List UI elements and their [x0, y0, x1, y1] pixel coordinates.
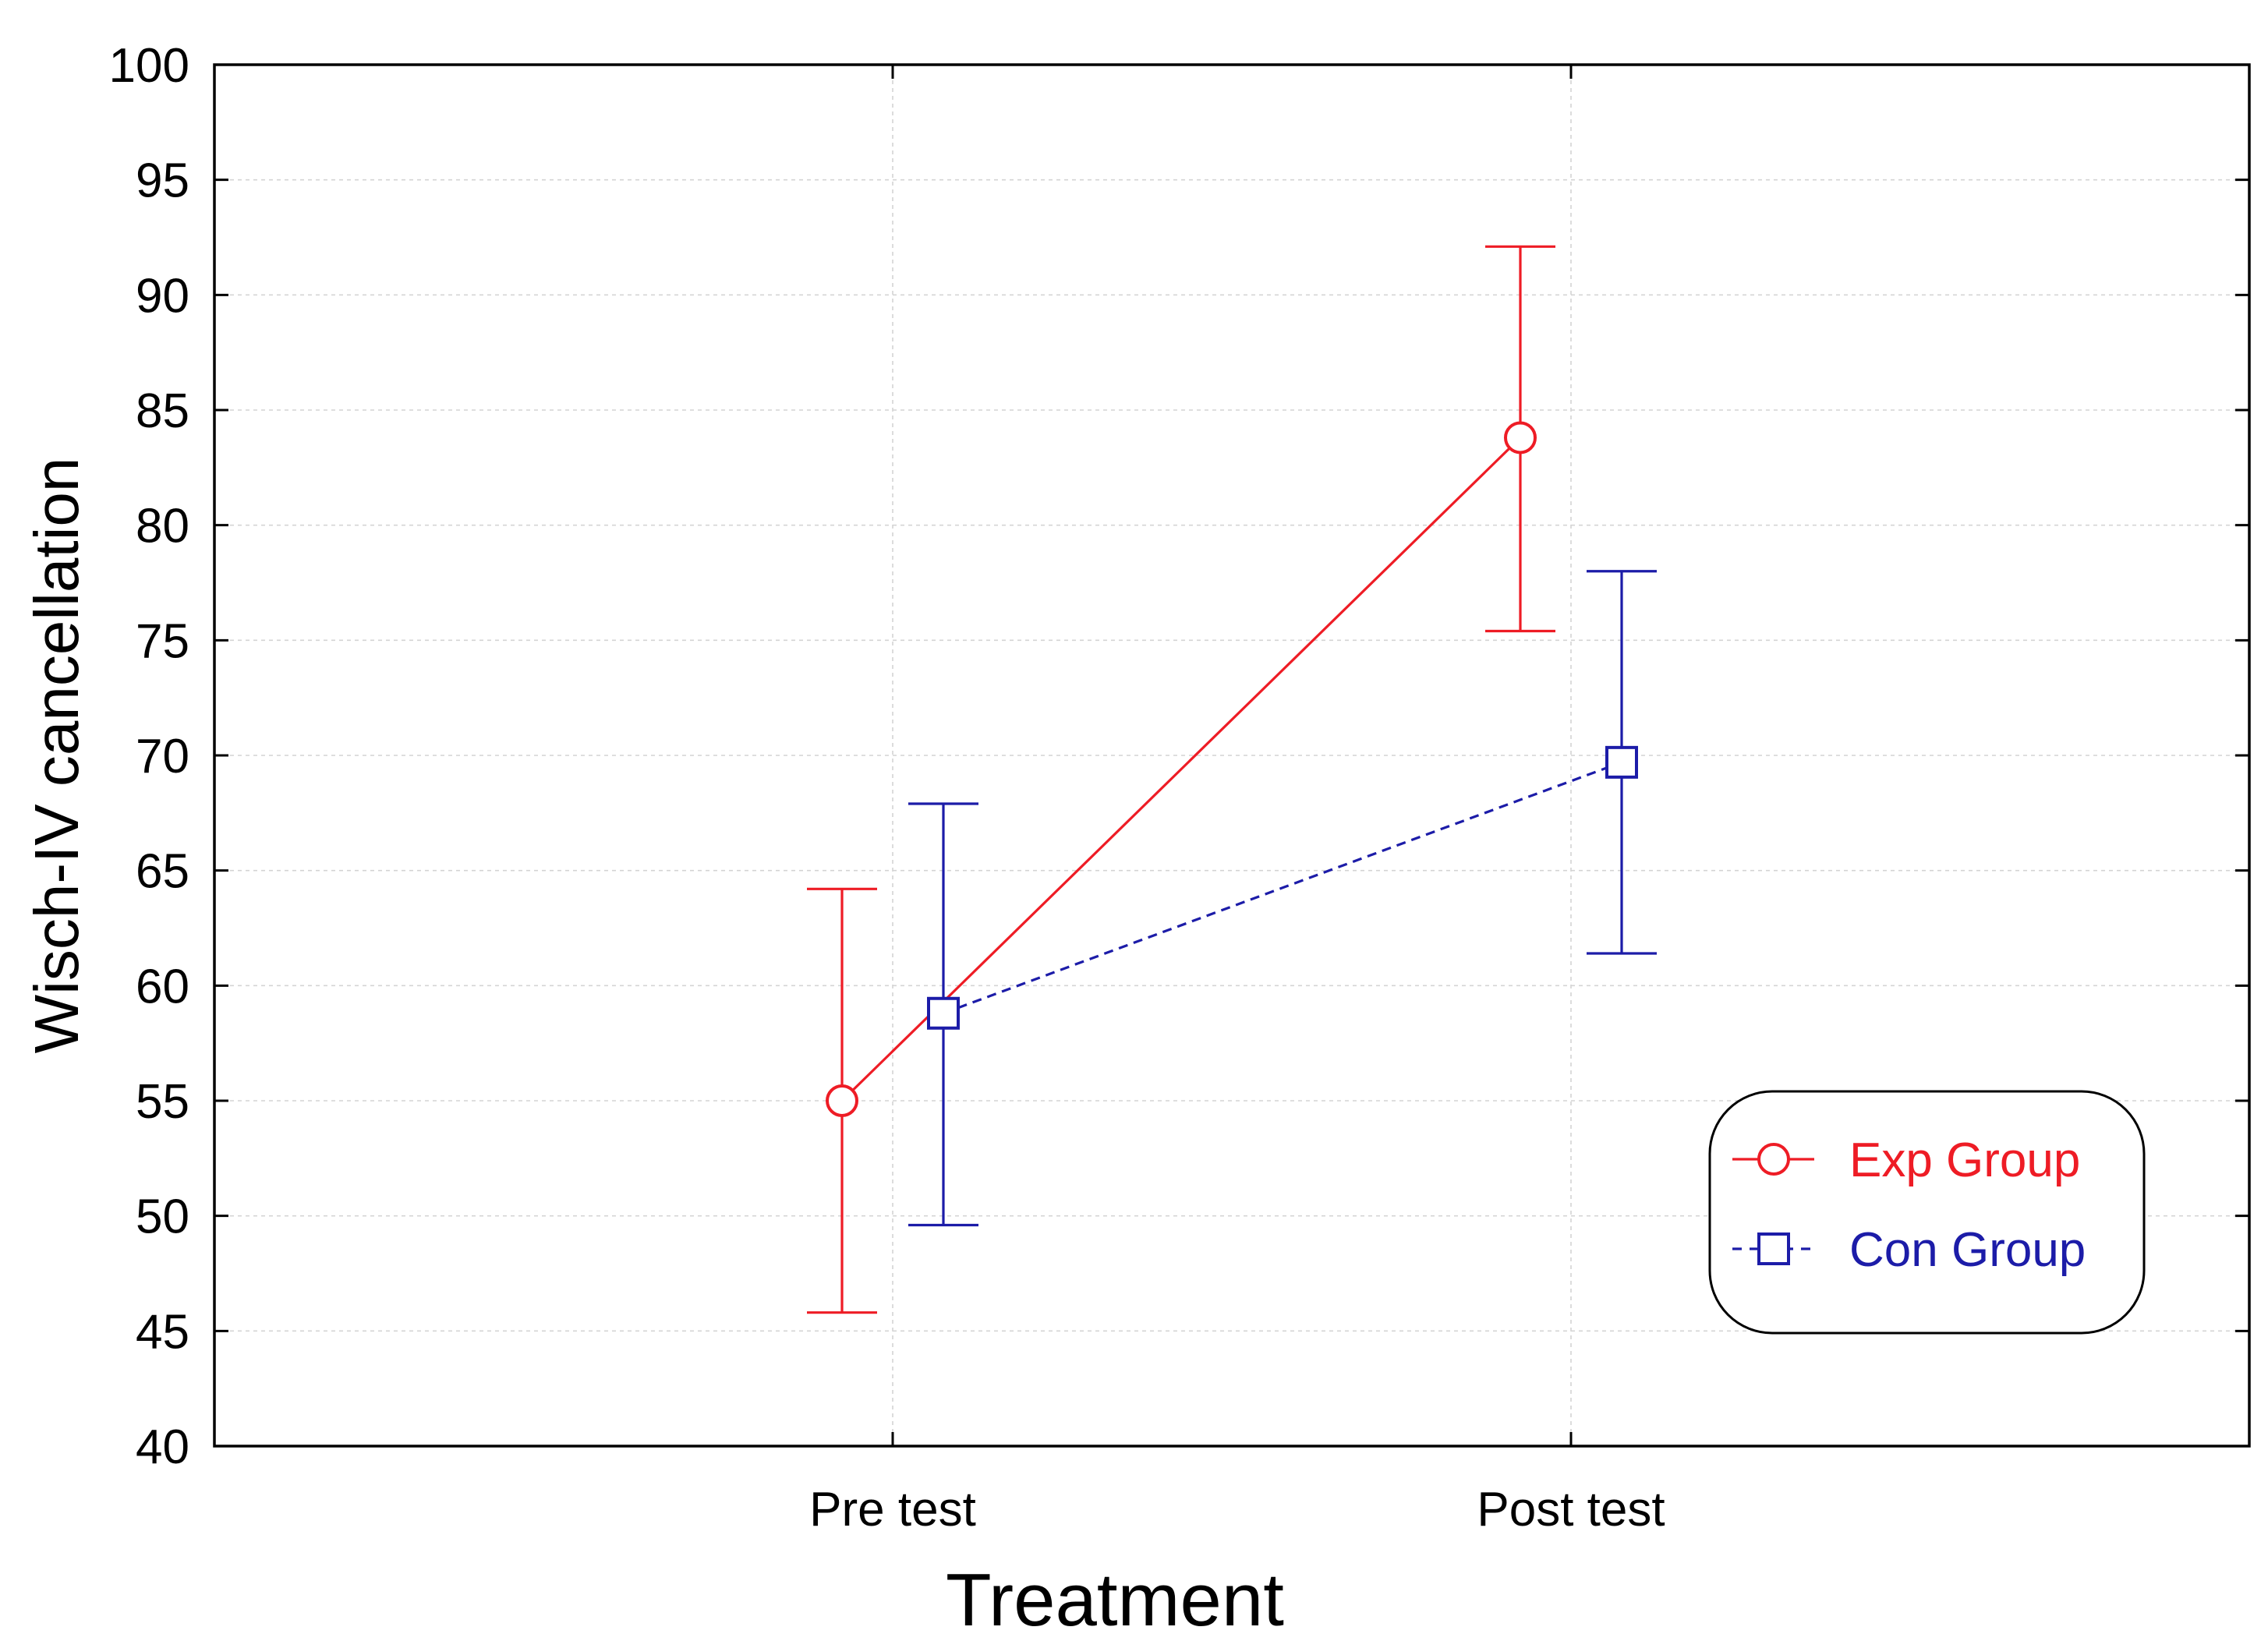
y-tick-label: 75: [136, 614, 189, 668]
y-tick-label: 100: [109, 39, 189, 93]
data-point: [826, 1084, 858, 1117]
series-exp-group: [807, 245, 1555, 1314]
y-tick-label: 50: [136, 1190, 189, 1244]
legend-item: Con Group: [1732, 1223, 2086, 1277]
y-tick-label: 60: [136, 960, 189, 1013]
y-tick-label: 90: [136, 269, 189, 323]
data-point: [1504, 421, 1537, 454]
legend: Exp Group Con Group: [1708, 1090, 2146, 1335]
x-tick-label: Pre test: [809, 1483, 976, 1537]
x-axis-title: Treatment: [946, 1558, 1284, 1642]
y-tick-label: 45: [136, 1305, 189, 1359]
y-tick-label: 55: [136, 1075, 189, 1129]
legend-marker-circle: [1757, 1143, 1790, 1176]
y-tick-label: 40: [136, 1420, 189, 1474]
data-point: [927, 996, 960, 1030]
legend-marker-square: [1757, 1232, 1790, 1265]
series-line: [840, 437, 1522, 1102]
y-tick-label: 85: [136, 384, 189, 438]
series-line: [943, 761, 1622, 1015]
legend-box: [1708, 1090, 2146, 1335]
legend-label: Con Group: [1849, 1223, 2086, 1277]
legend-item: Exp Group: [1732, 1133, 2080, 1187]
x-tick-label: Post test: [1477, 1483, 1665, 1537]
y-axis-title: Wisch-IV cancellation: [22, 458, 91, 1054]
legend-label: Exp Group: [1849, 1133, 2080, 1187]
y-tick-label: 70: [136, 730, 189, 783]
series-con-group: [908, 570, 1657, 1227]
y-tick-label: 65: [136, 845, 189, 899]
y-tick-label: 80: [136, 500, 189, 553]
y-tick-label: 95: [136, 154, 189, 208]
data-point: [1605, 745, 1638, 779]
